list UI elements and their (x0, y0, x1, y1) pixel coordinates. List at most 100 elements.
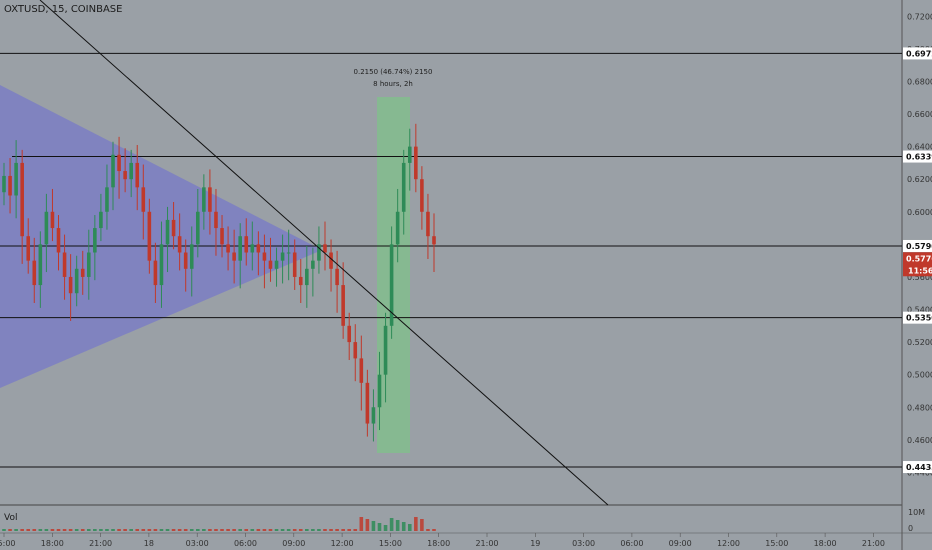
volume-bar (129, 529, 133, 531)
candle-body (305, 268, 309, 286)
candle-body (317, 244, 321, 261)
x-tick-label: 03:00 (186, 539, 209, 548)
x-tick-label: 19 (530, 539, 540, 548)
level-price-text: 0.4433 (906, 463, 932, 472)
volume-bar (329, 529, 333, 531)
candle-body (311, 260, 315, 269)
volume-bar (268, 529, 273, 531)
candle-body (105, 187, 109, 212)
volume-bar (165, 529, 170, 531)
x-tick-label: 12:00 (331, 539, 354, 548)
candle-body (141, 187, 146, 212)
candle-body (256, 244, 261, 253)
candle-body (371, 407, 376, 424)
candle-body (262, 252, 267, 261)
volume-bar (8, 529, 12, 531)
volume-bar (365, 519, 370, 531)
volume-bar (111, 529, 115, 531)
volume-bar (80, 529, 85, 531)
volume-bar (371, 521, 376, 531)
candle-body (14, 162, 18, 196)
volume-bar (153, 529, 158, 531)
candle-body (377, 374, 382, 408)
candle-body (274, 260, 279, 269)
candle-body (50, 211, 55, 229)
x-tick-label: 18:00 (427, 539, 450, 548)
volume-bar (177, 529, 182, 531)
candle-body (74, 268, 79, 294)
volume-bar (317, 529, 321, 531)
x-tick-label: 21:00 (862, 539, 885, 548)
time-axis[interactable]: 15:00 18:00 21:00 18 03:00 06:00 09:00 12:00 15:… (0, 533, 885, 548)
volume-bar (26, 529, 31, 531)
volume-bar (407, 524, 412, 531)
candle-body (214, 211, 218, 229)
descending-trendline[interactable] (39, 0, 609, 506)
candle-body (2, 175, 6, 193)
candle-body (298, 276, 303, 286)
level-price-text: 0.6339 (906, 153, 932, 162)
candle-body (99, 211, 103, 229)
volume-bar (105, 529, 109, 531)
volume-bar (86, 529, 91, 531)
volume-bar (426, 529, 430, 531)
candle-body (80, 268, 85, 277)
volume-bar (347, 529, 352, 531)
candle-body (129, 162, 133, 180)
x-tick-label: 15:00 (379, 539, 402, 548)
volume-bar (74, 529, 79, 531)
level-price-tag (903, 47, 932, 60)
candle-body (329, 252, 333, 269)
chart-title: OXTUSD, 15, COINBASE (4, 4, 123, 15)
volume-bar (38, 529, 43, 531)
measure-label-range: 0.2150 (46.74%) 2150 (354, 68, 433, 76)
candle-body (365, 382, 370, 424)
candle-body (202, 187, 206, 212)
volume-bar (56, 529, 61, 531)
volume-bar (14, 529, 18, 531)
volume-axis-label: 0 (908, 524, 913, 533)
volume-axis-label: 10M (908, 508, 925, 517)
x-tick-label: 15:00 (765, 539, 788, 548)
x-tick-label: 12:00 (717, 539, 740, 548)
candle-body (420, 179, 424, 212)
candle-body (32, 260, 37, 286)
candle-body (226, 244, 230, 253)
volume-bar (389, 518, 394, 531)
countdown-text: 11:56 (908, 266, 932, 275)
volume-bar (220, 529, 224, 531)
x-tick-label: 18:00 (814, 539, 837, 548)
volume-label: Vol (4, 513, 18, 523)
candle-body (117, 154, 121, 172)
x-tick-label: 15:00 (0, 539, 16, 548)
volume-bar (256, 529, 261, 531)
x-tick-label: 18:00 (41, 539, 64, 548)
candle-body (62, 252, 67, 277)
candle-body (280, 252, 285, 261)
volume-bar (323, 529, 327, 531)
candle-body (323, 244, 327, 253)
volume-bar (93, 529, 97, 531)
price-range-measure[interactable] (377, 97, 410, 453)
candle-body (38, 244, 43, 286)
volume-bar (62, 529, 67, 531)
volume-bar (395, 520, 400, 531)
volume-bar (183, 529, 188, 531)
candle-body (177, 236, 182, 253)
volume-bar (208, 529, 212, 531)
candle-body (220, 228, 224, 245)
volume-bar (298, 529, 303, 531)
volume-bar (135, 529, 140, 531)
price-axis[interactable]: 0.72000.70000.68000.66000.64000.62000.60… (903, 12, 932, 533)
volume-bar (244, 529, 249, 531)
volume-bar (20, 529, 24, 531)
